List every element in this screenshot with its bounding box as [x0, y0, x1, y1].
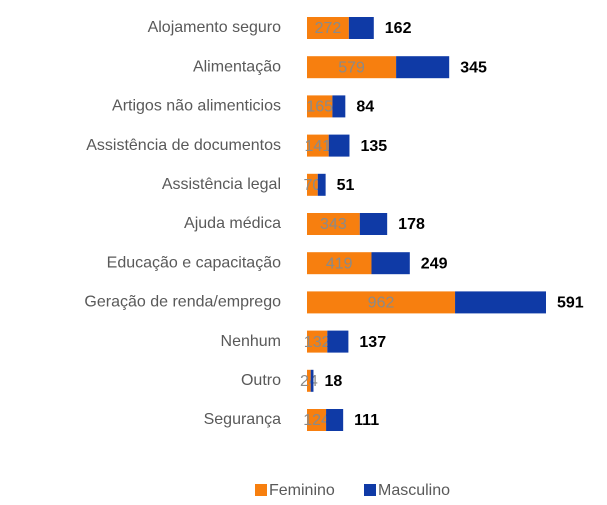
bar-segment [396, 56, 450, 79]
legend-swatch [255, 484, 267, 496]
legend-swatch [364, 484, 376, 496]
data-label: 141 [304, 138, 331, 155]
category-label: Educação e capacitação [107, 254, 281, 271]
data-label: 84 [356, 99, 374, 116]
data-label: 249 [421, 255, 448, 272]
bar-segment [307, 330, 328, 353]
data-label: 18 [324, 373, 342, 390]
bar-segment [348, 17, 374, 39]
category-label: Assistência legal [162, 176, 281, 193]
data-label: 24 [300, 373, 318, 390]
bar-segment [310, 369, 314, 392]
bar-segment [307, 95, 333, 118]
bar-segment [307, 252, 372, 275]
data-label: 272 [315, 20, 342, 37]
data-label: 51 [337, 177, 355, 194]
bar-segment [328, 134, 350, 157]
category-label: Segurança [204, 411, 281, 428]
legend-label: Feminino [269, 482, 335, 499]
data-label: 165 [306, 99, 333, 116]
category-label: Alojamento seguro [148, 19, 282, 36]
bar-segment [307, 17, 349, 39]
bar-segment [371, 252, 410, 275]
bar-segment [326, 409, 344, 431]
category-label: Assistência de documentos [86, 137, 281, 154]
data-label: 132 [304, 334, 331, 351]
data-label: 137 [359, 334, 386, 351]
bar-segment [307, 409, 327, 431]
data-label: 345 [460, 59, 487, 76]
bar-segment [307, 291, 456, 314]
category-label: Outro [241, 372, 281, 389]
category-label: Nenhum [221, 333, 281, 350]
bar-segment [317, 173, 326, 196]
data-label: 111 [354, 412, 379, 429]
bar-segment [307, 173, 318, 196]
bar-segment [307, 56, 397, 79]
category-label: Artigos não alimenticios [112, 98, 281, 115]
bar-segment [332, 95, 346, 118]
bar-segment [359, 213, 388, 235]
data-label: 178 [398, 216, 425, 233]
data-label: 579 [338, 59, 365, 76]
data-label: 962 [368, 295, 395, 312]
bar-segment [455, 291, 546, 314]
category-label: Ajuda médica [184, 215, 281, 232]
legend-label: Masculino [378, 482, 450, 499]
data-label: 419 [326, 255, 353, 272]
data-label: 591 [557, 295, 584, 312]
data-label: 162 [385, 20, 412, 37]
bar-segment [307, 213, 360, 235]
category-label: Alimentação [193, 58, 281, 75]
data-label: 124 [303, 412, 330, 429]
data-label: 343 [320, 216, 347, 233]
category-label: Geração de renda/emprego [84, 294, 281, 311]
bar-segment [327, 330, 349, 353]
data-label: 70 [303, 177, 321, 194]
bar-segment [307, 134, 329, 157]
bar-segment [307, 369, 311, 392]
data-label: 135 [360, 138, 387, 155]
